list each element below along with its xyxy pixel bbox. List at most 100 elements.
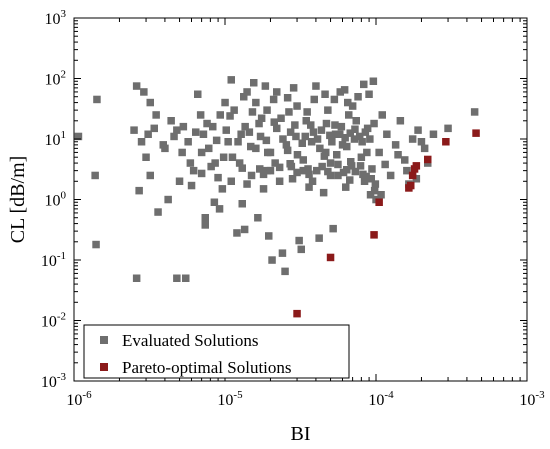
evaluated-point-110 xyxy=(444,124,452,133)
evaluated-point-138 xyxy=(312,82,320,90)
evaluated-point-140 xyxy=(340,86,349,94)
evaluated-point-196 xyxy=(215,205,224,213)
evaluated-point-190 xyxy=(203,119,211,128)
evaluated-point-48 xyxy=(254,214,262,222)
evaluated-point-8 xyxy=(140,88,148,96)
evaluated-point-125 xyxy=(322,119,331,128)
evaluated-point-73 xyxy=(307,138,316,146)
evaluated-point-93 xyxy=(360,177,369,185)
evaluated-point-185 xyxy=(170,132,178,141)
evaluated-point-76 xyxy=(315,234,323,242)
pareto-point-10 xyxy=(442,138,450,146)
evaluated-point-153 xyxy=(275,163,284,172)
evaluated-point-75 xyxy=(313,166,321,175)
evaluated-point-101 xyxy=(386,171,395,180)
y-tick-label-3: 100 xyxy=(45,190,67,210)
evaluated-point-9 xyxy=(146,98,154,107)
y-tick-label-5: 102 xyxy=(45,69,67,89)
evaluated-point-71 xyxy=(302,117,310,125)
evaluated-point-62 xyxy=(282,141,291,149)
evaluated-point-192 xyxy=(212,136,221,145)
evaluated-point-146 xyxy=(283,94,292,102)
evaluated-point-100 xyxy=(383,130,391,138)
evaluated-point-38 xyxy=(230,106,238,114)
evaluated-point-127 xyxy=(333,151,341,159)
evaluated-point-206 xyxy=(270,118,278,126)
evaluated-point-176 xyxy=(381,160,389,169)
evaluated-point-207 xyxy=(279,135,287,143)
evaluated-point-161 xyxy=(346,176,354,184)
evaluated-point-31 xyxy=(209,122,217,131)
evaluated-point-121 xyxy=(298,139,306,147)
legend-marker-pareto xyxy=(100,363,108,371)
evaluated-point-65 xyxy=(289,84,298,92)
evaluated-point-219 xyxy=(351,125,359,133)
evaluated-point-221 xyxy=(361,128,370,136)
y-tick-label-2: 10-1 xyxy=(41,250,66,270)
legend-box xyxy=(83,324,350,379)
evaluated-point-168 xyxy=(286,160,294,168)
evaluated-point-216 xyxy=(336,130,344,138)
evaluated-point-141 xyxy=(348,102,357,110)
evaluated-point-13 xyxy=(142,153,150,161)
evaluated-point-14 xyxy=(146,171,154,180)
evaluated-point-128 xyxy=(337,122,346,131)
evaluated-point-56 xyxy=(268,256,276,264)
evaluated-point-108 xyxy=(420,144,429,153)
evaluated-point-47 xyxy=(252,144,260,153)
evaluated-point-113 xyxy=(237,130,245,138)
evaluated-point-209 xyxy=(293,151,302,159)
evaluated-point-131 xyxy=(352,117,360,125)
evaluated-point-175 xyxy=(377,191,385,199)
legend: Evaluated Solutions Pareto-optimal Solut… xyxy=(83,324,350,379)
pareto-point-1 xyxy=(326,253,335,262)
evaluated-point-159 xyxy=(334,160,342,169)
evaluated-point-82 xyxy=(329,224,337,233)
evaluated-point-114 xyxy=(247,142,255,151)
evaluated-point-214 xyxy=(326,131,334,140)
evaluated-point-188 xyxy=(192,128,200,136)
evaluated-point-5 xyxy=(173,274,181,282)
evaluated-point-208 xyxy=(286,128,295,136)
evaluated-point-169 xyxy=(305,170,313,179)
evaluated-point-193 xyxy=(216,111,224,119)
evaluated-point-222 xyxy=(366,135,374,143)
evaluated-point-57 xyxy=(269,95,278,104)
pareto-point-9 xyxy=(424,155,432,164)
evaluated-point-120 xyxy=(291,121,299,129)
evaluated-point-32 xyxy=(211,159,219,167)
evaluated-point-202 xyxy=(241,122,249,131)
evaluated-point-174 xyxy=(371,180,380,188)
evaluated-point-178 xyxy=(403,166,411,175)
evaluated-point-148 xyxy=(321,90,329,98)
evaluated-point-68 xyxy=(295,236,303,245)
evaluated-point-149 xyxy=(344,98,352,107)
pareto-point-0 xyxy=(293,309,301,318)
evaluated-point-61 xyxy=(281,267,289,276)
evaluated-point-151 xyxy=(243,180,251,188)
evaluated-point-124 xyxy=(316,144,324,153)
evaluated-point-198 xyxy=(197,169,206,178)
evaluated-point-1 xyxy=(93,95,101,104)
evaluated-point-165 xyxy=(367,175,375,183)
evaluated-point-172 xyxy=(359,170,367,179)
evaluated-point-154 xyxy=(288,175,297,183)
evaluated-point-43 xyxy=(243,88,251,96)
evaluated-point-183 xyxy=(152,111,160,119)
evaluated-point-115 xyxy=(255,119,263,128)
evaluated-point-4 xyxy=(132,274,141,282)
evaluated-point-40 xyxy=(235,159,244,167)
evaluated-point-10 xyxy=(137,138,146,146)
evaluated-point-90 xyxy=(350,135,359,143)
y-tick-label-0: 10-3 xyxy=(41,371,67,391)
evaluated-point-156 xyxy=(308,177,317,185)
evaluated-point-30 xyxy=(205,144,213,153)
evaluated-point-147 xyxy=(303,108,311,116)
evaluated-point-92 xyxy=(357,153,366,161)
evaluated-point-204 xyxy=(256,132,265,141)
evaluated-point-163 xyxy=(356,162,365,170)
evaluated-point-132 xyxy=(358,138,366,146)
evaluated-point-0 xyxy=(74,132,83,141)
evaluated-point-27 xyxy=(199,130,208,138)
